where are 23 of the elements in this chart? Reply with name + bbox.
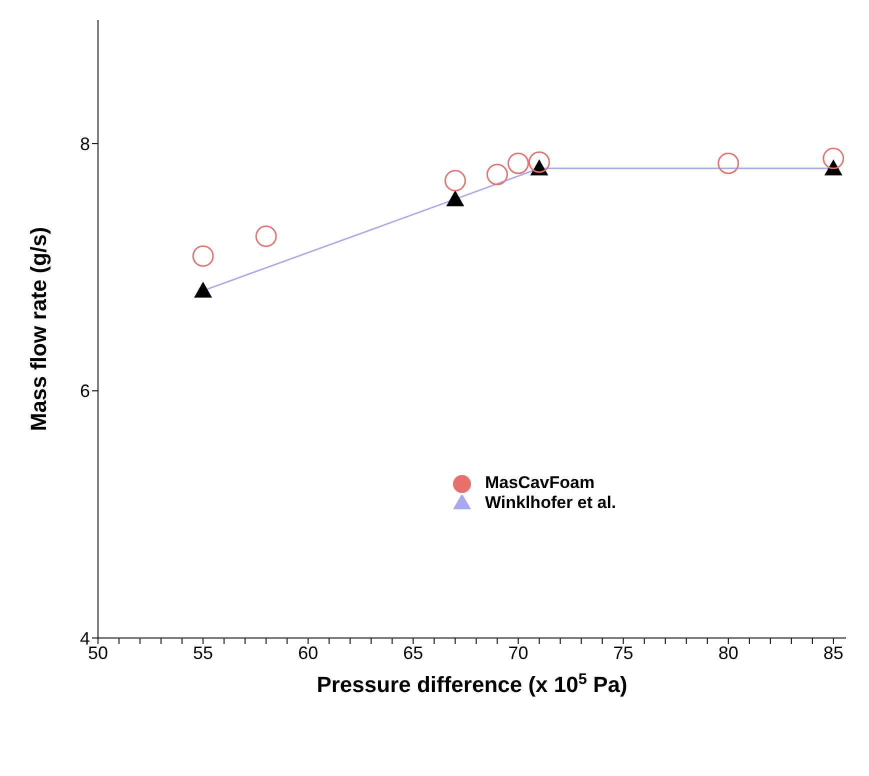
x-tick-label: 65 (403, 642, 424, 663)
point (444, 170, 466, 192)
point (528, 151, 550, 173)
point (255, 226, 277, 248)
x-tick-label: 80 (718, 642, 738, 663)
y-tick-label: 8 (80, 134, 90, 154)
point (822, 148, 844, 170)
x-tick-label: 75 (613, 642, 634, 663)
x-tick-label: 85 (823, 642, 844, 663)
x-tick-label: 70 (508, 642, 528, 663)
x-tick-label: 55 (193, 642, 214, 663)
x-tick-label: 60 (298, 642, 318, 663)
y-axis-title: Mass flow rate (g/s) (26, 226, 51, 432)
point (192, 245, 214, 267)
legend-label: MasCavFoam (485, 473, 595, 492)
x-axis-title: Pressure difference (x 10$^{5}$ Pa) (316, 670, 628, 697)
point (486, 164, 508, 186)
y-tick-label: 4 (80, 628, 90, 648)
legend-label: Winklhofer et al. (485, 493, 616, 512)
point (718, 152, 740, 174)
y-tick-label: 6 (80, 381, 90, 402)
x-tick-label: 50 (88, 642, 108, 663)
point (507, 152, 529, 174)
